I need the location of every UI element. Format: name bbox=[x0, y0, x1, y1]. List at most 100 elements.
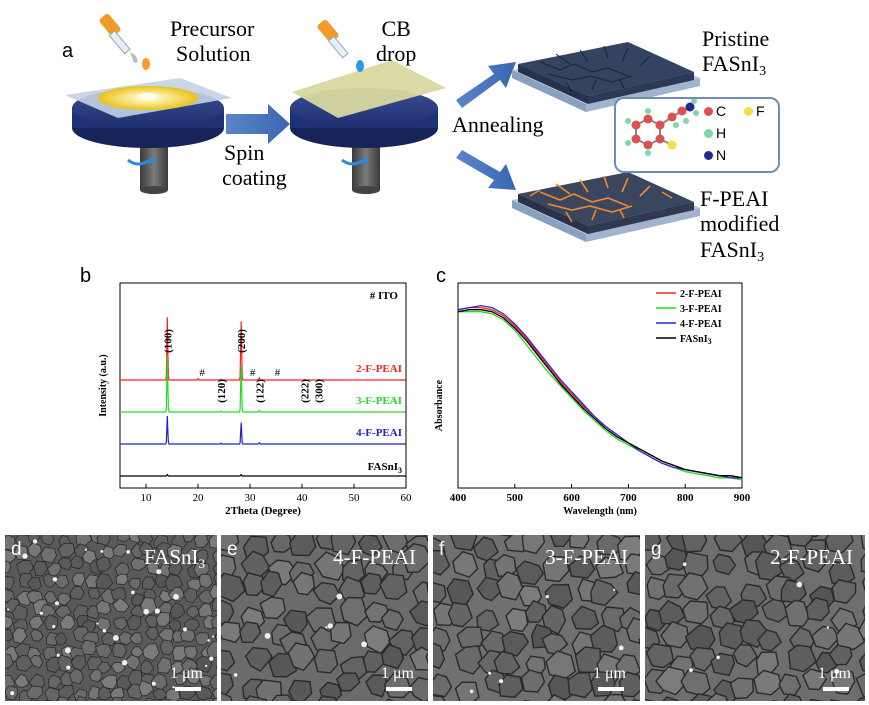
sem-grain bbox=[166, 543, 182, 560]
modified-label: F-PEAI modified FASnI3 bbox=[700, 186, 780, 265]
sem-grain bbox=[206, 640, 217, 659]
sem-grain bbox=[117, 535, 131, 543]
xrd-xtick-label: 30 bbox=[245, 492, 257, 504]
sem-grain bbox=[380, 643, 405, 670]
sem-grain bbox=[476, 609, 500, 632]
sem-grain bbox=[142, 643, 160, 662]
sem-grain bbox=[574, 646, 602, 674]
scale-bar bbox=[823, 687, 849, 691]
sem-grain bbox=[590, 578, 619, 607]
sem-grain bbox=[26, 685, 43, 700]
sem-grain bbox=[313, 551, 346, 581]
spin-coating-arrow bbox=[226, 104, 290, 144]
sem-grain bbox=[198, 674, 214, 687]
sem-grain bbox=[126, 614, 142, 631]
sem-grain bbox=[383, 671, 412, 699]
sem-grain bbox=[44, 687, 61, 701]
sem-sample-label-main: 3-F-PEAI bbox=[545, 545, 628, 569]
xrd-ito-label: # ITO bbox=[370, 290, 399, 302]
annealing-arrow-down bbox=[456, 150, 516, 190]
xrd-peak-label: (122) bbox=[254, 379, 266, 403]
sem-grain bbox=[112, 642, 128, 659]
scale-bar-label: 1 μm bbox=[592, 665, 626, 682]
sem-grain bbox=[146, 560, 160, 575]
sem-grain bbox=[129, 632, 143, 645]
sem-grain bbox=[713, 535, 743, 553]
sem-grain bbox=[185, 667, 203, 685]
sem-grain bbox=[541, 632, 569, 655]
sem-bright-particle bbox=[7, 608, 10, 611]
xrd-ito-mark: # bbox=[250, 367, 256, 379]
spin-coating-label: Spin coating bbox=[222, 140, 287, 191]
sem-grain bbox=[198, 602, 214, 618]
sem-grain bbox=[381, 535, 409, 554]
sem-grain bbox=[14, 673, 30, 688]
sem-grain bbox=[170, 601, 186, 619]
sem-bright-particle bbox=[499, 679, 504, 684]
xrd-series-label: 2-F-PEAI bbox=[356, 363, 402, 375]
sem-grain bbox=[185, 547, 202, 562]
sem-bright-particle bbox=[154, 608, 160, 614]
sem-grain bbox=[545, 650, 577, 680]
sem-grain bbox=[680, 669, 711, 697]
sem-grain bbox=[182, 587, 198, 604]
sem-image-d: d FASnI3 1 μm bbox=[5, 535, 217, 701]
sem-bright-particle bbox=[52, 624, 56, 629]
sem-bright-particle bbox=[682, 562, 687, 566]
xrd-xtick-label: 20 bbox=[193, 492, 205, 504]
f-peai-molecule-icon bbox=[625, 99, 699, 156]
sem-grain bbox=[99, 674, 118, 690]
sem-bright-particle bbox=[126, 550, 131, 554]
sem-grain bbox=[493, 650, 521, 675]
sem-grain bbox=[33, 560, 49, 577]
sem-grain bbox=[95, 643, 113, 659]
xrd-xtick-label: 50 bbox=[349, 492, 361, 504]
sem-bright-particle bbox=[22, 553, 28, 559]
sem-grain bbox=[221, 572, 246, 603]
sem-grain bbox=[101, 631, 118, 647]
xrd-xtick-label: 60 bbox=[401, 492, 413, 504]
sem-grain bbox=[95, 556, 112, 572]
sem-grain bbox=[255, 679, 283, 701]
sem-grain bbox=[645, 643, 675, 669]
sem-grain bbox=[244, 695, 268, 701]
sem-grain bbox=[159, 639, 175, 656]
sem-grain bbox=[835, 622, 865, 651]
sem-bright-particle bbox=[361, 641, 367, 648]
sem-grain bbox=[27, 576, 42, 591]
xrd-series-label: FASnI3 bbox=[368, 461, 402, 475]
sem-grain bbox=[787, 644, 818, 673]
sem-grain bbox=[681, 535, 708, 553]
xrd-xtick-label: 40 bbox=[297, 492, 309, 504]
sem-bright-particle bbox=[113, 635, 119, 641]
sem-bright-particle bbox=[52, 577, 58, 582]
sem-grain bbox=[433, 673, 453, 698]
sem-bright-particle bbox=[716, 655, 720, 660]
sem-grain bbox=[600, 606, 627, 633]
sem-bright-particle bbox=[96, 622, 99, 625]
abs-xtick-label: 500 bbox=[507, 492, 524, 504]
sem-bright-particle bbox=[66, 665, 71, 670]
sem-grain bbox=[130, 645, 145, 658]
sem-grain-texture bbox=[433, 535, 640, 701]
sem-grain bbox=[5, 615, 14, 629]
sem-grain bbox=[45, 631, 59, 647]
h-atom-icon bbox=[704, 129, 713, 138]
sem-grain bbox=[425, 652, 428, 665]
sem-grain bbox=[626, 570, 640, 596]
sem-grain bbox=[603, 693, 626, 701]
sem-bright-particle bbox=[172, 686, 175, 689]
sem-grain-texture bbox=[221, 535, 428, 701]
sem-sample-label-main: FASnI bbox=[144, 545, 199, 569]
sem-grain bbox=[89, 668, 103, 683]
sem-grain bbox=[140, 658, 155, 675]
sem-grain bbox=[287, 642, 316, 672]
xrd-peak-label: (100) bbox=[162, 329, 174, 353]
xrd-xlabel: 2Theta (Degree) bbox=[225, 505, 301, 517]
sem-grain bbox=[515, 560, 545, 586]
sem-grain bbox=[215, 665, 217, 671]
sem-grain bbox=[446, 578, 474, 607]
sem-grain bbox=[357, 535, 383, 558]
sem-bright-particle bbox=[233, 673, 238, 677]
sem-sample-label: FASnI3 bbox=[144, 545, 205, 572]
